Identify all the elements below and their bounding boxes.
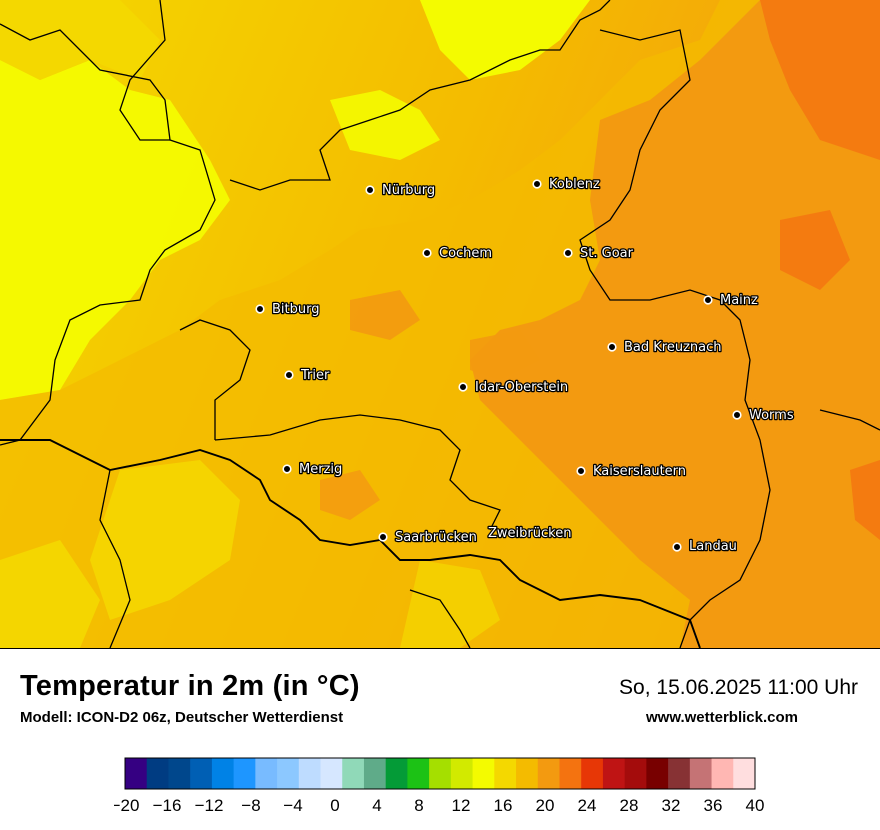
city-worms: Worms — [732, 407, 795, 424]
legend-tick-label: 20 — [536, 796, 555, 815]
legend-swatch — [233, 758, 256, 789]
city-trier: Trier — [284, 367, 331, 384]
city-bitburg: Bitburg — [255, 301, 321, 318]
svg-text:St. Goar: St. Goar — [580, 246, 634, 261]
legend-tick-label: −12 — [195, 796, 224, 815]
legend-swatches — [124, 757, 756, 790]
legend-tick-label: 12 — [452, 796, 471, 815]
svg-text:Mainz: Mainz — [720, 293, 758, 308]
legend-tick-label: −8 — [241, 796, 260, 815]
svg-text:Merzig: Merzig — [299, 462, 342, 477]
legend-swatch — [429, 758, 452, 789]
svg-text:Zweibrücken: Zweibrücken — [488, 526, 571, 541]
state-borders — [0, 0, 880, 648]
legend-tick-label: 24 — [578, 796, 597, 815]
legend-swatch — [711, 758, 734, 789]
legend-swatch — [559, 758, 582, 789]
legend-swatch — [277, 758, 300, 789]
svg-text:Koblenz: Koblenz — [549, 177, 600, 192]
temperature-zones — [0, 0, 880, 648]
legend-swatch — [450, 758, 474, 789]
city-koblenz: Koblenz — [532, 176, 601, 193]
legend-tick-label: 16 — [494, 796, 513, 815]
svg-text:Bitburg: Bitburg — [272, 302, 320, 317]
svg-text:Worms: Worms — [749, 408, 794, 423]
svg-text:Landau: Landau — [689, 539, 737, 554]
legend-swatch — [581, 758, 604, 789]
city-merzig: Merzig — [282, 461, 344, 478]
legend-swatch — [494, 758, 517, 789]
legend-tick-label: 0 — [330, 796, 339, 815]
legend-swatch — [516, 758, 539, 789]
website-link[interactable]: www.wetterblick.com — [646, 709, 798, 726]
legend-tick-label: −4 — [283, 796, 302, 815]
city-mainz: Mainz — [703, 292, 759, 309]
legend-frame — [124, 757, 756, 790]
legend-swatch — [168, 758, 191, 789]
city-nuerburg: Nürburg — [365, 182, 436, 199]
legend-swatch — [298, 758, 322, 789]
legend-tick-label: 4 — [372, 796, 381, 815]
legend-swatch — [733, 758, 756, 789]
legend-swatch — [602, 758, 626, 789]
legend-swatch — [668, 758, 691, 789]
legend-swatch — [125, 758, 148, 789]
city-kaiserslautern: Kaiserslautern — [576, 463, 687, 480]
legend-ticks: −20 −16 −12 −8 −4 0 4 8 12 16 20 24 28 32 36 40 — [111, 796, 765, 815]
city-bad-kreuznach: Bad Kreuznach — [607, 339, 723, 356]
legend-swatch — [211, 758, 235, 789]
legend-tick-label: 32 — [662, 796, 681, 815]
legend-tick-label: −16 — [153, 796, 182, 815]
svg-text:Saarbrücken: Saarbrücken — [395, 530, 477, 545]
legend-swatch — [689, 758, 713, 789]
legend-tick-label: −20 — [114, 796, 139, 815]
city-zweibruecken: Zweibrücken — [487, 525, 573, 543]
legend-swatch — [255, 758, 278, 789]
city-cochem: Cochem — [422, 245, 493, 262]
city-saarbruecken: Saarbrücken — [378, 529, 478, 546]
city-landau: Landau — [672, 538, 738, 555]
legend-swatch — [146, 758, 169, 789]
city-markers: Nürburg Koblenz Cochem St. Goar Bitburg … — [255, 176, 795, 555]
legend-swatch — [320, 758, 343, 789]
svg-text:Trier: Trier — [300, 368, 330, 383]
forecast-datetime: So, 15.06.2025 11:00 Uhr — [619, 676, 858, 699]
svg-text:Idar-Oberstein: Idar-Oberstein — [475, 380, 568, 395]
legend-swatch — [537, 758, 560, 789]
legend-swatch — [342, 758, 365, 789]
legend-swatch — [472, 758, 495, 789]
legend-swatch — [190, 758, 213, 789]
legend-swatch — [646, 758, 669, 789]
legend-swatch — [363, 758, 387, 789]
legend-swatch — [385, 758, 408, 789]
svg-text:Bad Kreuznach: Bad Kreuznach — [624, 340, 722, 355]
city-idar-oberstein: Idar-Oberstein — [458, 379, 569, 396]
city-st-goar: St. Goar — [563, 245, 635, 262]
temperature-map: Nürburg Koblenz Cochem St. Goar Bitburg … — [0, 0, 880, 649]
map-title: Temperatur in 2m (in °C) — [20, 670, 360, 702]
legend-tick-label: 8 — [414, 796, 423, 815]
legend-tick-label: 36 — [704, 796, 723, 815]
legend-tick-label: 28 — [620, 796, 639, 815]
legend-swatch — [624, 758, 647, 789]
legend-tick-label: 40 — [746, 796, 765, 815]
legend-swatch — [407, 758, 430, 789]
svg-text:Nürburg: Nürburg — [382, 183, 435, 198]
svg-text:Cochem: Cochem — [439, 246, 492, 261]
color-legend: −20 −16 −12 −8 −4 0 4 8 12 16 20 24 28 32 36 40 — [111, 756, 774, 822]
svg-text:Kaiserslautern: Kaiserslautern — [593, 464, 686, 479]
model-credit: Modell: ICON-D2 06z, Deutscher Wetterdie… — [20, 709, 344, 726]
